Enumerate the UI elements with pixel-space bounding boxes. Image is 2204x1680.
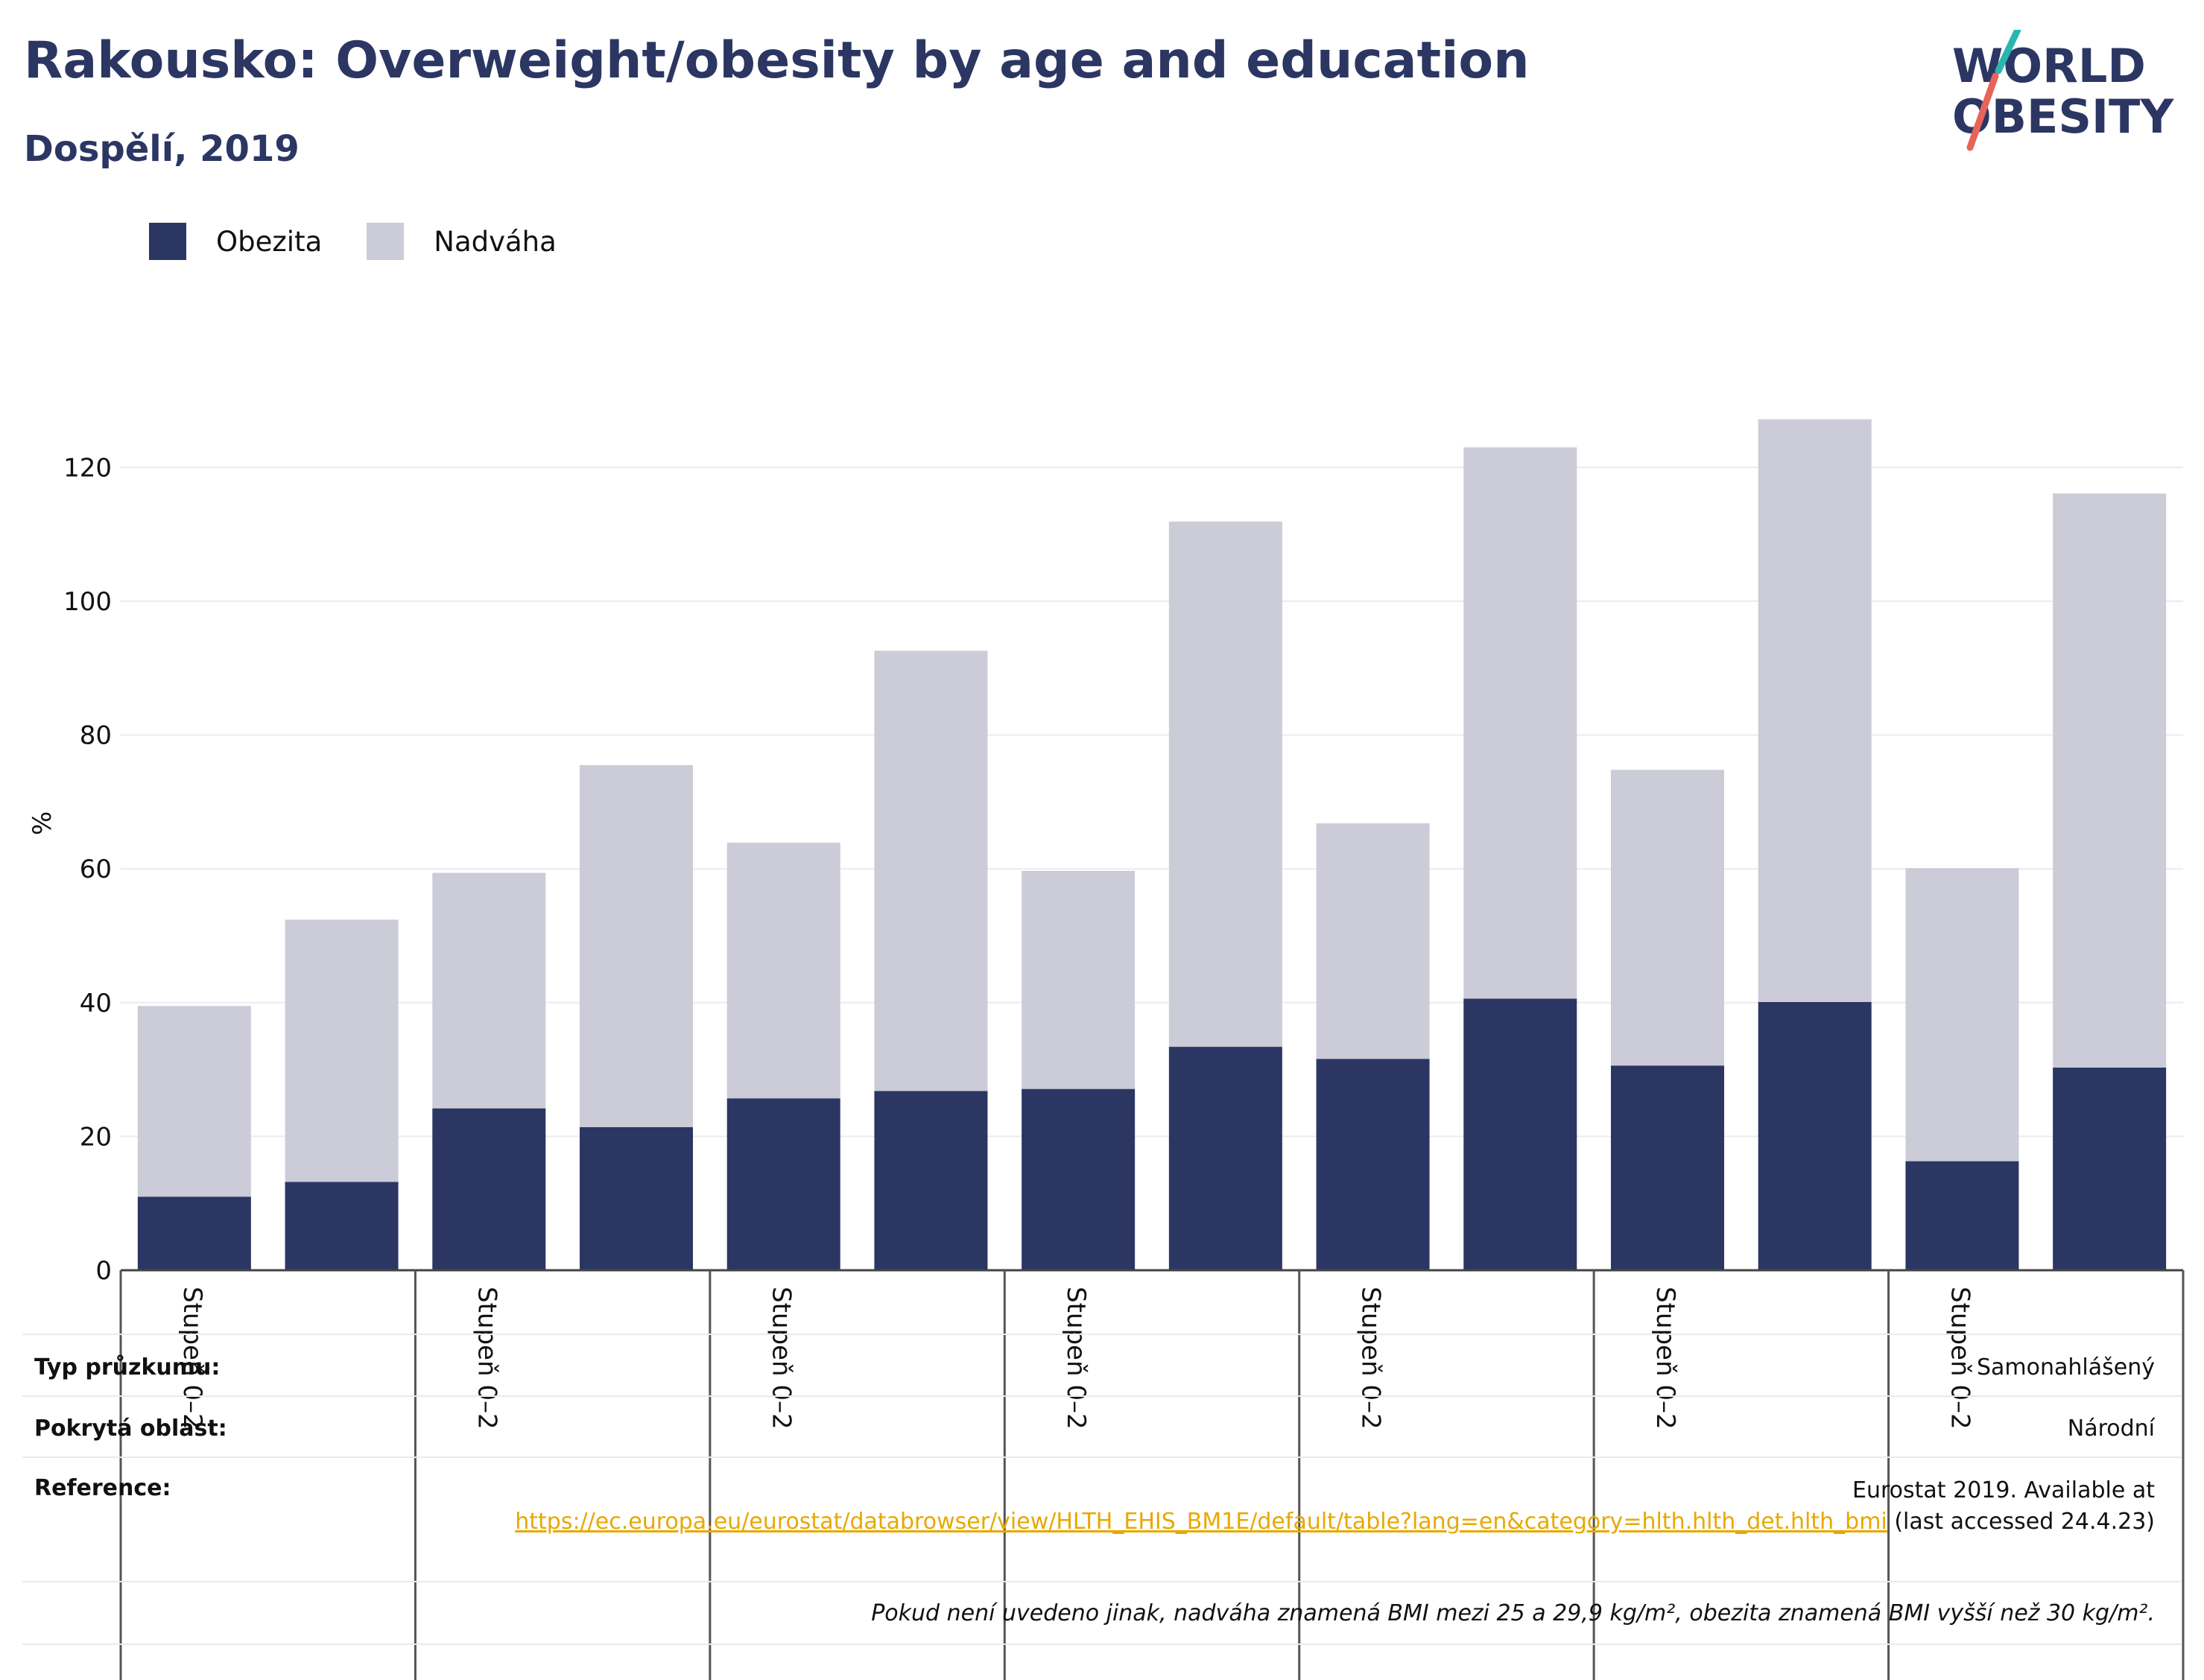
y-tick-label: 40 (80, 989, 112, 1018)
table-divider (22, 1581, 2182, 1582)
coverage-value: Národní (2067, 1416, 2155, 1442)
bar-overweight (1758, 419, 1872, 1002)
reference-label: Reference: (34, 1475, 171, 1501)
bar-obesity (137, 1196, 251, 1270)
table-divider (22, 1456, 2182, 1458)
bar-obesity (1905, 1161, 2019, 1270)
bar-obesity (874, 1091, 988, 1270)
bar-obesity (1463, 998, 1577, 1270)
bar-overweight (1168, 522, 1282, 1047)
x-tick-label: Stupeň 0–2 (1945, 1287, 1975, 1430)
y-axis-label: % (28, 811, 57, 835)
bar-overweight (1905, 868, 2019, 1161)
survey-type-label: Typ průzkumu: (34, 1354, 221, 1381)
bar-obesity (1758, 1001, 1872, 1270)
x-tick-label: Stupeň 0–2 (1061, 1287, 1091, 1430)
bar-obesity (2053, 1067, 2167, 1270)
legend-label-overweight: Nadváha (434, 225, 557, 258)
bar-overweight (2053, 493, 2167, 1068)
bar-obesity (580, 1126, 693, 1270)
y-tick-label: 100 (63, 587, 112, 617)
x-tick-label: Stupeň 0–2 (767, 1287, 797, 1430)
x-tick-label: Stupeň 0–2 (1650, 1287, 1680, 1430)
bar-obesity (1316, 1059, 1430, 1270)
chart-subtitle: Dospělí, 2019 (24, 128, 300, 170)
x-tick-label: Stupeň 0–2 (177, 1287, 207, 1430)
reference-source: Eurostat 2019. Available at (1852, 1477, 2155, 1503)
bar-overweight (1611, 770, 1724, 1066)
x-tick-label: Stupeň 0–2 (472, 1287, 501, 1430)
bar-obesity (432, 1108, 546, 1270)
table-divider (22, 1395, 2182, 1397)
bar-overweight (285, 919, 399, 1182)
y-tick-label: 0 (95, 1256, 112, 1286)
bar-obesity (1022, 1088, 1136, 1270)
legend-label-obesity: Obezita (216, 225, 323, 258)
bar-overweight (432, 872, 546, 1109)
reference-link[interactable]: https://ec.europa.eu/eurostat/databrowse… (515, 1509, 1887, 1535)
definition-note: Pokud není uvedeno jinak, nadváha znamen… (871, 1600, 2155, 1626)
y-tick-label: 120 (63, 453, 112, 483)
legend-swatch-overweight (367, 223, 405, 260)
reference-access-date: (last accessed 24.4.23) (1894, 1509, 2155, 1535)
bar-overweight (726, 843, 840, 1099)
bar-overweight (874, 650, 988, 1091)
chart-legend: Obezita Nadváha (149, 221, 601, 262)
bar-obesity (285, 1182, 399, 1270)
bar-overweight (580, 765, 693, 1127)
survey-type-value: Samonahlášený (1977, 1354, 2155, 1381)
bar-overweight (137, 1006, 251, 1197)
coverage-label: Pokrytá oblast: (34, 1416, 227, 1442)
y-tick-label: 60 (80, 855, 112, 884)
bar-obesity (1611, 1065, 1724, 1270)
table-divider (22, 1643, 2182, 1645)
bar-overweight (1463, 447, 1577, 999)
legend-item-obesity[interactable]: Obezita (149, 223, 322, 260)
reference-text: Eurostat 2019. Available at https://ec.e… (478, 1475, 2155, 1538)
bar-obesity (726, 1098, 840, 1270)
legend-swatch-obesity (149, 223, 186, 260)
bar-overweight (1316, 823, 1430, 1059)
x-tick-label: Stupeň 0–2 (1356, 1287, 1386, 1430)
world-obesity-logo: WORLD OBESITY (1952, 30, 2174, 151)
y-tick-label: 80 (80, 721, 112, 751)
y-tick-label: 20 (80, 1122, 112, 1152)
chart-title: Rakousko: Overweight/obesity by age and … (24, 31, 1530, 90)
bar-obesity (1168, 1047, 1282, 1270)
table-divider (22, 1334, 2182, 1335)
logo-line1: WORLD (1952, 39, 2146, 93)
bar-overweight (1022, 870, 1136, 1089)
legend-item-overweight[interactable]: Nadváha (367, 223, 557, 260)
